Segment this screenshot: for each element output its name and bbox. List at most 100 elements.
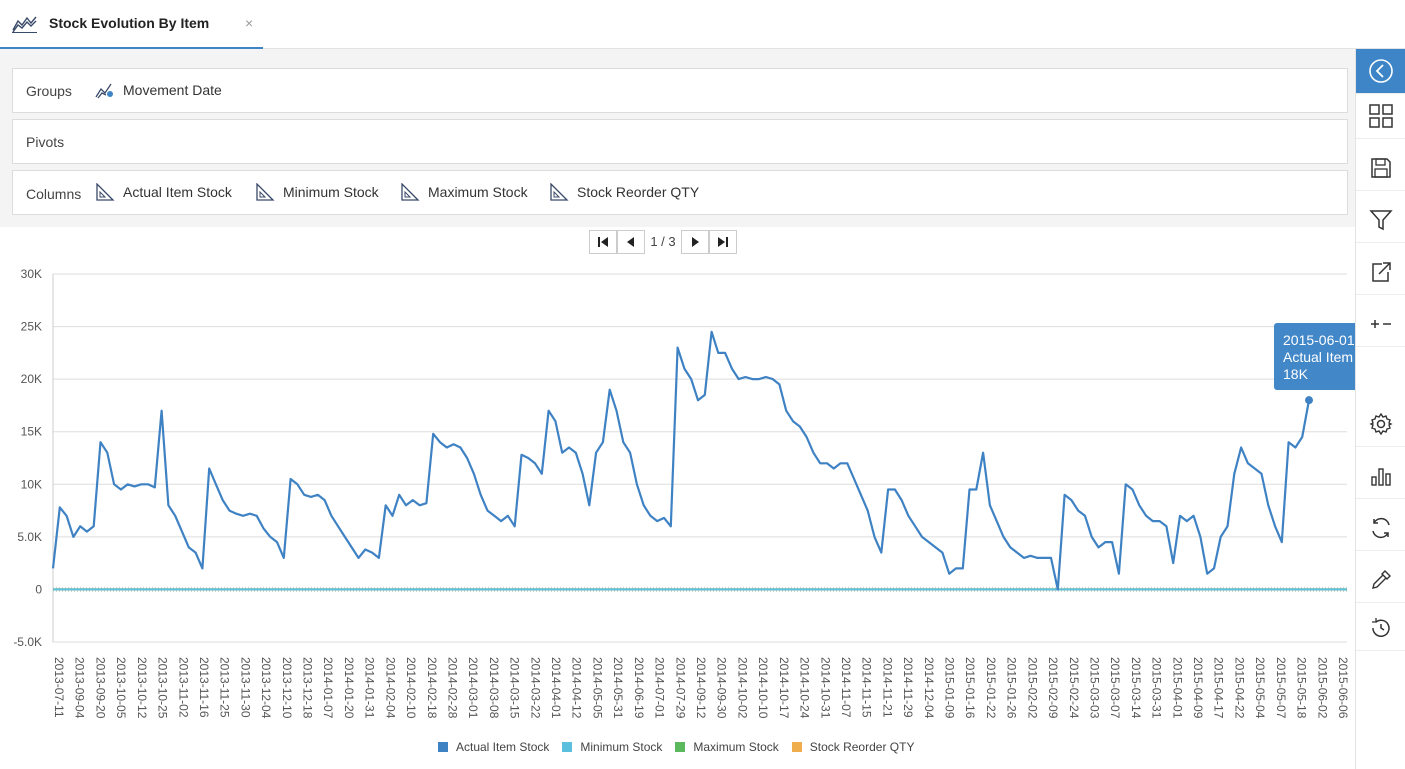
measure-icon xyxy=(96,183,115,201)
groups-row[interactable]: Groups Movement Date xyxy=(12,68,1348,113)
collapse-panel-button[interactable] xyxy=(1356,49,1405,94)
chip-label: Actual Item Stock xyxy=(123,184,232,200)
date-field-icon xyxy=(95,83,113,99)
grid-icon xyxy=(1369,104,1393,128)
legend-swatch xyxy=(791,742,802,752)
tooltip-value: 18K xyxy=(1283,366,1308,382)
prev-page-button[interactable] xyxy=(617,229,645,254)
last-page-button[interactable] xyxy=(709,229,737,254)
x-tick-label: 2014-09-30 xyxy=(715,657,729,719)
refresh-button[interactable] xyxy=(1356,506,1405,551)
history-icon xyxy=(1372,618,1390,637)
layout-button[interactable] xyxy=(1356,94,1405,139)
next-page-button[interactable] xyxy=(681,229,709,254)
stock-evolution-chart[interactable]: -5.0K 0 5.0K 10K 15K 20K 25K 30K 2013-07-11 2013-… xyxy=(0,227,1355,737)
x-tick-label: 2015-01-22 xyxy=(984,657,998,719)
x-tick-label: 2015-01-16 xyxy=(963,657,977,719)
x-tick-label: 2014-07-01 xyxy=(653,657,667,719)
legend-item-actual-item-stock[interactable]: Actual Item Stock xyxy=(438,740,549,754)
x-tick-label: 2014-03-01 xyxy=(466,657,480,719)
pivots-label: Pivots xyxy=(26,134,65,150)
close-icon[interactable]: × xyxy=(245,15,254,31)
y-tick-label: -5.0K xyxy=(13,635,42,649)
collapse-icon xyxy=(1369,59,1393,83)
x-tick-label: 2015-05-07 xyxy=(1274,657,1288,719)
first-page-button[interactable] xyxy=(589,229,617,254)
config-panel: Groups Movement Date Pivots Columns Actu… xyxy=(0,49,1355,227)
legend-label: Minimum Stock xyxy=(580,740,663,754)
color-picker-icon xyxy=(1372,570,1391,589)
refresh-icon xyxy=(1372,517,1390,539)
x-tick-label: 2014-03-15 xyxy=(508,657,522,719)
x-tick-label: 2014-12-04 xyxy=(922,657,936,719)
measure-icon xyxy=(256,183,275,201)
column-chip-stock-reorder-qty[interactable]: Stock Reorder QTY xyxy=(549,181,699,203)
chart-type-button[interactable] xyxy=(1356,454,1405,499)
x-tick-label: 2015-06-02 xyxy=(1315,657,1329,719)
chip-label: Maximum Stock xyxy=(428,184,528,200)
line-chart-icon xyxy=(12,13,38,38)
legend-item-maximum-stock[interactable]: Maximum Stock xyxy=(675,740,779,754)
x-tick-label: 2013-07-11 xyxy=(52,657,66,718)
x-tick-label: 2014-06-19 xyxy=(632,657,646,719)
x-tick-label: 2014-01-20 xyxy=(342,657,356,719)
x-tick-label: 2013-09-04 xyxy=(73,657,87,719)
settings-button[interactable] xyxy=(1356,402,1405,447)
x-tick-label: 2014-02-18 xyxy=(425,657,439,719)
history-button[interactable] xyxy=(1356,606,1405,651)
main-panel: Groups Movement Date Pivots Columns Actu… xyxy=(0,49,1355,769)
tab-title: Stock Evolution By Item xyxy=(49,15,210,31)
column-chip-minimum-stock[interactable]: Minimum Stock xyxy=(255,181,379,203)
x-tick-label: 2015-03-31 xyxy=(1150,657,1164,719)
x-tick-label: 2013-11-30 xyxy=(238,657,252,718)
x-tick-label: 2015-02-09 xyxy=(1046,657,1060,719)
x-tick-label: 2013-12-18 xyxy=(301,657,315,719)
x-tick-label: 2015-02-24 xyxy=(1067,657,1081,719)
y-tick-label: 5.0K xyxy=(17,530,42,544)
legend-item-stock-reorder-qty[interactable]: Stock Reorder QTY xyxy=(791,740,915,754)
legend-label: Maximum Stock xyxy=(693,740,779,754)
x-tick-label: 2015-04-09 xyxy=(1191,657,1205,719)
tab-stock-evolution[interactable]: Stock Evolution By Item × xyxy=(0,0,263,49)
groups-label: Groups xyxy=(26,83,72,99)
x-tick-label: 2015-03-14 xyxy=(1129,657,1143,719)
x-tick-label: 2015-04-01 xyxy=(1170,657,1184,719)
x-tick-label: 2014-11-29 xyxy=(901,657,915,718)
chart-type-icon xyxy=(1371,468,1391,486)
x-tick-label: 2014-03-08 xyxy=(487,657,501,719)
color-picker-button[interactable] xyxy=(1356,558,1405,603)
x-tick-label: 2015-03-07 xyxy=(1108,657,1122,719)
group-chip-movement-date[interactable]: Movement Date xyxy=(95,79,222,101)
columns-label: Columns xyxy=(26,186,82,202)
column-chip-actual-item-stock[interactable]: Actual Item Stock xyxy=(95,181,232,203)
y-tick-label: 10K xyxy=(21,477,42,491)
settings-icon xyxy=(1369,412,1393,436)
zoom-button[interactable] xyxy=(1356,302,1405,347)
x-tick-label: 2015-03-03 xyxy=(1087,657,1101,719)
pivots-row[interactable]: Pivots xyxy=(12,119,1348,164)
legend-label: Stock Reorder QTY xyxy=(809,740,915,754)
y-tick-label: 30K xyxy=(21,267,42,281)
zoom-icon xyxy=(1371,320,1391,328)
export-icon xyxy=(1372,262,1391,282)
export-button[interactable] xyxy=(1356,250,1405,295)
save-button[interactable] xyxy=(1356,146,1405,191)
column-chip-maximum-stock[interactable]: Maximum Stock xyxy=(400,181,528,203)
x-tick-label: 2013-11-16 xyxy=(197,657,211,718)
x-tick-label: 2014-11-15 xyxy=(860,657,874,718)
x-tick-label: 2015-02-02 xyxy=(1025,657,1039,719)
prev-page-icon xyxy=(627,236,634,247)
last-page-icon xyxy=(718,236,728,247)
x-tick-label: 2014-01-07 xyxy=(321,657,335,719)
y-tick-label: 25K xyxy=(21,320,42,334)
columns-row[interactable]: Columns Actual Item Stock Minimum Stock … xyxy=(12,170,1348,215)
x-tick-label: 2013-12-04 xyxy=(259,657,273,719)
measure-icon xyxy=(550,183,569,201)
legend-item-minimum-stock[interactable]: Minimum Stock xyxy=(562,740,662,754)
x-tick-label: 2015-05-18 xyxy=(1295,657,1309,719)
x-tick-label: 2015-06-06 xyxy=(1336,657,1350,719)
chart-legend: Actual Item Stock Minimum Stock Maximum … xyxy=(438,740,927,754)
x-tick-label: 2014-11-07 xyxy=(839,657,853,718)
filter-button[interactable] xyxy=(1356,198,1405,243)
x-tick-label: 2014-10-02 xyxy=(735,657,749,719)
